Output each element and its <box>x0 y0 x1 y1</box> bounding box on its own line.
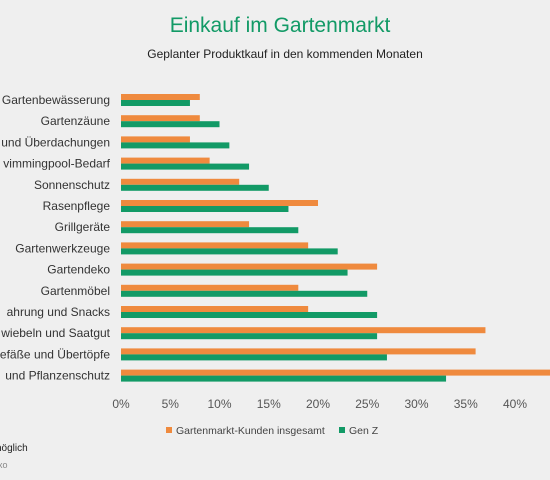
category-label: Rasenpflege <box>43 199 111 213</box>
category-label: Grillgeräte <box>55 220 111 234</box>
bar-gesamt <box>121 327 486 334</box>
chart-title: Einkauf im Gartenmarkt <box>170 14 391 37</box>
legend-label: Gartenmarkt-Kunden insgesamt <box>176 425 325 437</box>
legend-label: Gen Z <box>349 425 379 437</box>
plot-area: Gartenbewässerung Gartenzäune und Überdach… <box>0 93 550 411</box>
category-label: efäße und Übertöpfe <box>0 347 110 361</box>
x-tick-label: 15% <box>257 397 281 411</box>
bar-gesamt <box>121 157 210 164</box>
x-tick-label: 20% <box>306 397 330 411</box>
legend: Gartenmarkt-Kunden insgesamt Gen Z <box>166 425 379 437</box>
bar-gesamt <box>121 136 190 143</box>
x-tick-label: 30% <box>404 397 428 411</box>
category-label: Gartenmöbel <box>41 284 110 298</box>
bar-gesamt <box>121 178 240 185</box>
bar-gen-z <box>121 269 348 276</box>
bar-gen-z <box>121 290 368 297</box>
bar-gesamt <box>121 284 299 291</box>
bar-gesamt <box>121 221 250 228</box>
legend-swatch <box>339 427 345 433</box>
x-tick-label: 25% <box>355 397 379 411</box>
legend-swatch <box>166 427 172 433</box>
category-label: Sonnenschutz <box>34 178 110 192</box>
bar-gen-z <box>121 354 387 361</box>
bar-gesamt <box>121 115 200 122</box>
category-label: Gartendeko <box>47 263 110 277</box>
bar-gesamt <box>121 369 550 376</box>
footnote: nöglich <box>0 443 28 454</box>
bar-gen-z <box>121 227 299 234</box>
bar-gesamt <box>121 94 200 100</box>
bar-gen-z <box>121 312 378 318</box>
x-tick-label: 10% <box>207 397 231 411</box>
x-tick-label: 0% <box>112 397 130 411</box>
bar-gesamt <box>121 200 318 206</box>
category-label: und Pflanzenschutz <box>5 369 110 383</box>
bar-gesamt <box>121 242 309 249</box>
source-note: xo <box>0 460 8 470</box>
x-tick-label: 5% <box>162 397 180 411</box>
bar-gen-z <box>121 142 230 149</box>
x-tick-label: 40% <box>503 397 527 411</box>
bar-gesamt <box>121 306 309 312</box>
bar-gen-z <box>121 248 338 255</box>
category-label: Gartenzäune <box>41 114 111 128</box>
category-label: wiebeln und Saatgut <box>0 326 110 340</box>
category-label: Gartenwerkzeuge <box>15 241 110 255</box>
category-label: vimmingpool-Bedarf <box>3 157 110 171</box>
bar-gen-z <box>121 184 269 191</box>
x-tick-label: 35% <box>454 397 478 411</box>
category-label: ahrung und Snacks <box>7 305 110 319</box>
bar-gen-z <box>121 100 190 106</box>
bar-gen-z <box>121 333 378 340</box>
bar-gen-z <box>121 206 289 212</box>
bar-gen-z <box>121 121 220 128</box>
bar-gen-z <box>121 375 447 382</box>
bar-gesamt <box>121 263 378 270</box>
bar-gesamt <box>121 348 476 355</box>
chart-subtitle: Geplanter Produktkauf in den kommenden M… <box>147 47 423 61</box>
category-label: Gartenbewässerung <box>2 93 110 107</box>
bar-gen-z <box>121 163 250 170</box>
category-label: und Überdachungen <box>1 135 110 149</box>
